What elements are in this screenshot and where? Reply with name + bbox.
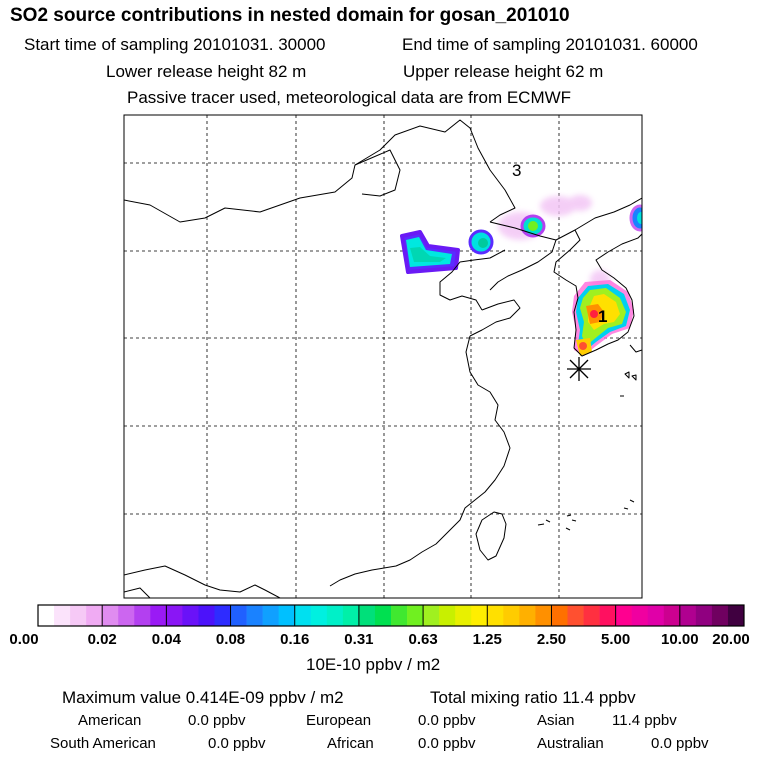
colorbar-swatch	[599, 605, 616, 626]
colorbar-label: 2.50	[536, 631, 567, 648]
colorbar-swatch	[358, 605, 376, 626]
colorbar-swatch	[407, 605, 424, 626]
european-label: European	[306, 712, 372, 729]
tracer-note: Passive tracer used, meteorological data…	[127, 88, 572, 107]
colorbar-swatch	[471, 605, 488, 626]
asian-label: Asian	[537, 712, 575, 729]
concentration-plumes	[400, 195, 642, 356]
australian-label: Australian	[537, 735, 604, 752]
colorbar-frame	[37, 604, 745, 627]
colorbar-swatch	[150, 605, 167, 626]
colorbar-label: 0.31	[344, 631, 374, 648]
colorbar-label: 1.25	[472, 631, 502, 648]
maximum-value: Maximum value 0.414E-09 ppbv / m2	[62, 688, 344, 707]
colorbar-swatch	[70, 605, 87, 626]
colorbar-swatch	[455, 605, 472, 626]
american-label: American	[78, 712, 142, 729]
colorbar-swatch	[615, 605, 632, 626]
colorbar-swatch	[439, 605, 456, 626]
colorbar-swatch	[727, 605, 745, 626]
colorbar-label: 0.63	[408, 631, 438, 648]
colorbar-swatch	[278, 605, 296, 626]
colorbar-swatch	[551, 605, 568, 626]
colorbar-swatch	[391, 605, 408, 626]
colorbar-swatch	[583, 605, 600, 626]
colorbar-swatch	[262, 605, 279, 626]
colorbar-label: 0.04	[151, 631, 181, 648]
colorbar-swatch	[246, 605, 263, 626]
colorbar-swatch	[54, 605, 71, 626]
total-mixing-ratio: Total mixing ratio 11.4 ppbv	[430, 688, 636, 707]
upper-release-height: Upper release height 62 m	[403, 62, 604, 81]
colorbar-label: 0.00	[9, 631, 39, 648]
colorbar-unit: 10E-10 ppbv / m2	[306, 655, 441, 674]
colorbar-swatch	[519, 605, 536, 626]
african-label: African	[327, 735, 374, 752]
colorbar-swatch	[423, 605, 440, 626]
colorbar-swatch	[535, 605, 552, 626]
african-value: 0.0 ppbv	[418, 735, 476, 752]
plot-title: SO2 source contributions in nested domai…	[10, 5, 570, 26]
colorbar	[37, 604, 745, 627]
south-american-label: South American	[50, 735, 156, 752]
asian-value: 11.4 ppbv	[612, 712, 677, 729]
colorbar-swatch	[679, 605, 697, 626]
colorbar-swatch	[647, 605, 665, 626]
colorbar-swatch	[230, 605, 247, 626]
colorbar-swatch	[487, 605, 504, 626]
colorbar-swatch	[695, 605, 713, 626]
colorbar-label: 10.00	[661, 631, 699, 648]
colorbar-swatch	[214, 605, 231, 626]
colorbar-swatch	[342, 605, 360, 626]
colorbar-label: 5.00	[601, 631, 631, 648]
colorbar-swatch	[663, 605, 681, 626]
colorbar-swatch	[38, 605, 55, 626]
receptor-star	[567, 357, 591, 381]
colorbar-swatch	[374, 605, 392, 626]
map-gridlines	[124, 115, 642, 598]
colorbar-swatch	[182, 605, 199, 626]
european-value: 0.0 ppbv	[418, 712, 476, 729]
colorbar-label: 0.02	[87, 631, 117, 648]
lower-release-height: Lower release height 82 m	[106, 62, 307, 81]
south-american-value: 0.0 ppbv	[208, 735, 266, 752]
source-label-3: 3	[512, 161, 521, 180]
colorbar-label: 20.00	[712, 631, 750, 648]
colorbar-label: 0.16	[280, 631, 310, 648]
colorbar-swatch	[198, 605, 215, 626]
colorbar-swatch	[134, 605, 151, 626]
coastlines-borders	[124, 119, 642, 598]
colorbar-swatch	[631, 605, 649, 626]
colorbar-swatch	[118, 605, 135, 626]
american-value: 0.0 ppbv	[188, 712, 246, 729]
colorbar-swatch	[86, 605, 103, 626]
colorbar-swatch	[711, 605, 729, 626]
colorbar-swatch	[102, 605, 119, 626]
colorbar-swatch	[326, 605, 344, 626]
colorbar-label: 0.08	[215, 631, 246, 648]
map-frame	[123, 114, 643, 599]
source-label-1: 1	[598, 307, 607, 326]
australian-value: 0.0 ppbv	[651, 735, 709, 752]
colorbar-swatch	[567, 605, 584, 626]
end-time: End time of sampling 20101031. 60000	[402, 35, 698, 54]
colorbar-swatch	[166, 605, 183, 626]
colorbar-swatch	[310, 605, 328, 626]
colorbar-swatch	[294, 605, 312, 626]
start-time: Start time of sampling 20101031. 30000	[24, 35, 326, 54]
colorbar-swatch	[503, 605, 520, 626]
